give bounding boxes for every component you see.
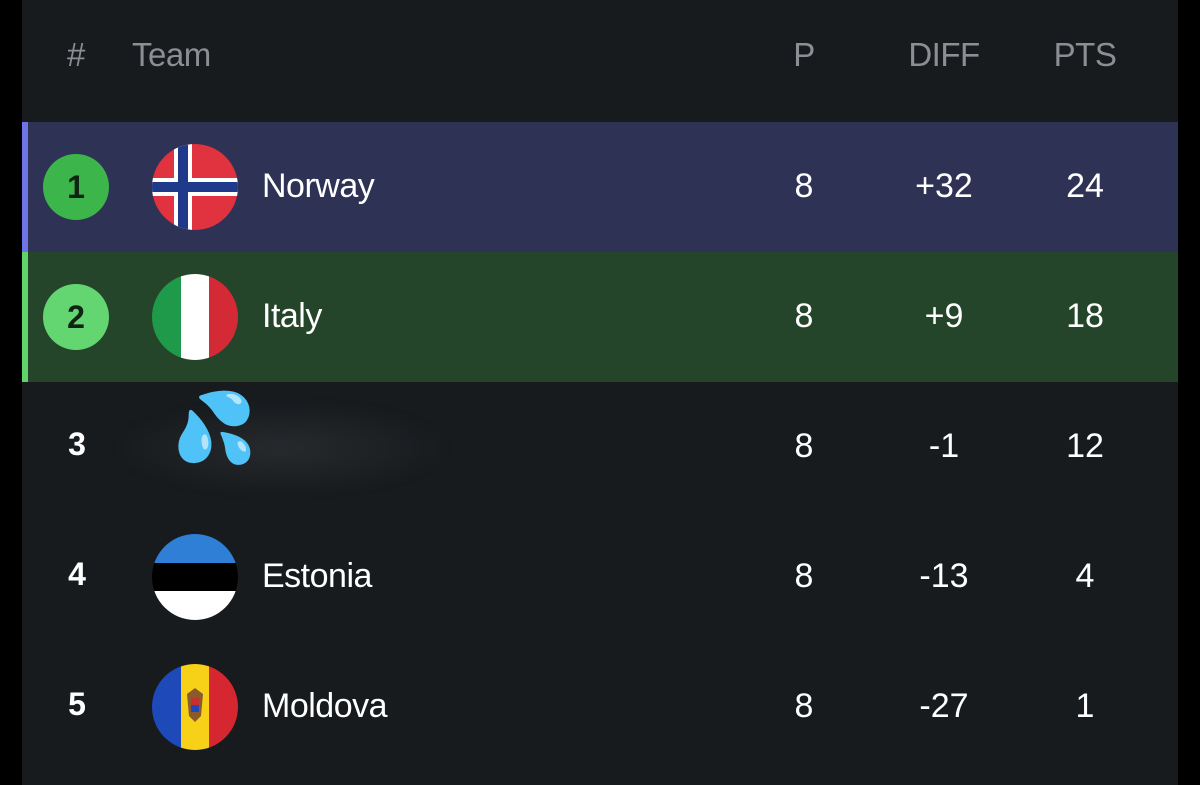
table-row-obscured[interactable]: 3 💦 8 -1 12 bbox=[22, 382, 1178, 512]
rank-number: 4 bbox=[68, 556, 86, 592]
sweat-droplets-icon: 💦 bbox=[172, 390, 257, 466]
header-diff: DIFF bbox=[908, 36, 980, 73]
header-team: Team bbox=[132, 36, 211, 73]
qualification-stripe bbox=[22, 252, 28, 382]
team-name: Italy bbox=[262, 297, 322, 335]
table-row-estonia[interactable]: 4 Estonia 8 -13 4 bbox=[22, 512, 1178, 642]
header-played: P bbox=[793, 36, 815, 73]
rank-badge: 1 bbox=[43, 154, 109, 220]
team-name: Moldova bbox=[262, 687, 388, 725]
played-value: 8 bbox=[794, 167, 814, 205]
points-value: 1 bbox=[1075, 687, 1095, 725]
diff-value: +9 bbox=[924, 297, 964, 335]
standings-table: # Team P DIFF PTS 1 Norway 8 +32 24 2 bbox=[22, 0, 1178, 785]
diff-value: -27 bbox=[919, 687, 969, 725]
played-value: 8 bbox=[794, 687, 814, 725]
played-value: 8 bbox=[794, 297, 814, 335]
table-row-moldova[interactable]: 5 Moldova 8 -27 1 bbox=[22, 642, 1178, 772]
rank-badge: 2 bbox=[43, 284, 109, 350]
team-name: Estonia bbox=[262, 557, 372, 595]
points-value: 12 bbox=[1066, 427, 1104, 465]
rank-number: 3 bbox=[68, 426, 86, 462]
diff-value: -1 bbox=[928, 427, 960, 465]
blurred-area bbox=[112, 402, 452, 494]
points-value: 18 bbox=[1066, 297, 1104, 335]
header-points: PTS bbox=[1053, 36, 1117, 73]
diff-value: -13 bbox=[919, 557, 969, 595]
table-row-italy[interactable]: 2 Italy 8 +9 18 bbox=[22, 252, 1178, 382]
played-value: 8 bbox=[794, 557, 814, 595]
qualification-stripe bbox=[22, 122, 28, 252]
played-value: 8 bbox=[794, 427, 814, 465]
rank-number: 5 bbox=[68, 686, 86, 722]
estonia-flag-icon bbox=[152, 534, 238, 620]
team-name: Norway bbox=[262, 167, 375, 205]
italy-flag-icon bbox=[152, 274, 238, 360]
diff-value: +32 bbox=[915, 167, 973, 205]
table-row-norway[interactable]: 1 Norway 8 +32 24 bbox=[22, 122, 1178, 252]
points-value: 24 bbox=[1066, 167, 1104, 205]
table-header: # Team P DIFF PTS bbox=[22, 0, 1178, 122]
header-rank: # bbox=[67, 36, 85, 73]
points-value: 4 bbox=[1075, 557, 1095, 595]
moldova-flag-icon bbox=[152, 664, 238, 750]
norway-flag-icon bbox=[152, 144, 238, 230]
